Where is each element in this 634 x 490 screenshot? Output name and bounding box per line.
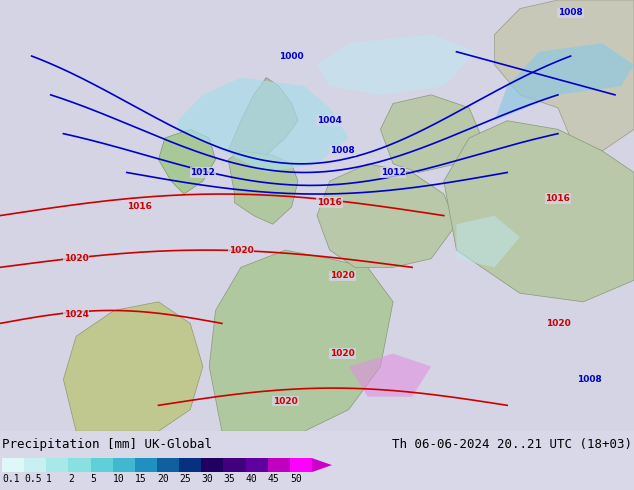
Polygon shape [209,250,393,431]
Polygon shape [317,34,476,95]
Bar [91,458,113,472]
Bar [179,458,201,472]
Text: 0.1: 0.1 [2,474,20,484]
Text: 1016: 1016 [545,194,571,203]
Text: 45: 45 [268,474,280,484]
Text: 1: 1 [46,474,52,484]
Text: 25: 25 [179,474,191,484]
Bar [157,458,179,472]
Text: 1024: 1024 [63,310,89,319]
Text: 15: 15 [135,474,146,484]
Polygon shape [228,151,298,224]
Text: 10: 10 [113,474,124,484]
Bar [245,458,268,472]
Text: 35: 35 [223,474,235,484]
Text: 1000: 1000 [280,51,304,61]
Bar [201,458,223,472]
Bar [46,458,68,472]
Bar [68,458,91,472]
Bar [268,458,290,472]
Text: 40: 40 [245,474,257,484]
Bar [290,458,312,472]
Text: 1008: 1008 [558,8,583,18]
Bar [223,458,245,472]
Polygon shape [349,354,431,397]
Polygon shape [495,43,634,121]
Text: 1020: 1020 [273,396,298,406]
Text: 30: 30 [201,474,213,484]
Polygon shape [158,129,216,194]
Text: 1020: 1020 [330,271,355,280]
Bar [24,458,46,472]
Text: 1012: 1012 [190,168,216,177]
Text: Precipitation [mm] UK-Global: Precipitation [mm] UK-Global [2,438,212,451]
Polygon shape [178,77,349,172]
Text: 1008: 1008 [577,375,602,384]
Polygon shape [495,0,634,151]
Text: 1016: 1016 [317,198,342,207]
Text: 1008: 1008 [330,147,355,155]
Text: 50: 50 [290,474,302,484]
Text: 0.5: 0.5 [24,474,42,484]
Polygon shape [380,95,482,172]
Text: 1020: 1020 [545,319,571,328]
Polygon shape [63,302,203,431]
Text: 1020: 1020 [228,245,254,255]
Polygon shape [312,458,332,472]
Polygon shape [317,164,456,268]
Text: 2: 2 [68,474,74,484]
Bar [135,458,157,472]
Text: 5: 5 [91,474,96,484]
Text: 1016: 1016 [127,202,152,212]
Text: 1020: 1020 [330,349,355,358]
Bar [113,458,135,472]
Polygon shape [228,77,298,160]
Text: 1012: 1012 [380,168,406,177]
Text: 1004: 1004 [317,116,342,125]
Polygon shape [456,216,520,268]
Text: 1020: 1020 [63,254,89,263]
Text: 20: 20 [157,474,169,484]
Bar [2,458,24,472]
Polygon shape [444,121,634,302]
Text: Th 06-06-2024 20..21 UTC (18+03): Th 06-06-2024 20..21 UTC (18+03) [392,438,632,451]
